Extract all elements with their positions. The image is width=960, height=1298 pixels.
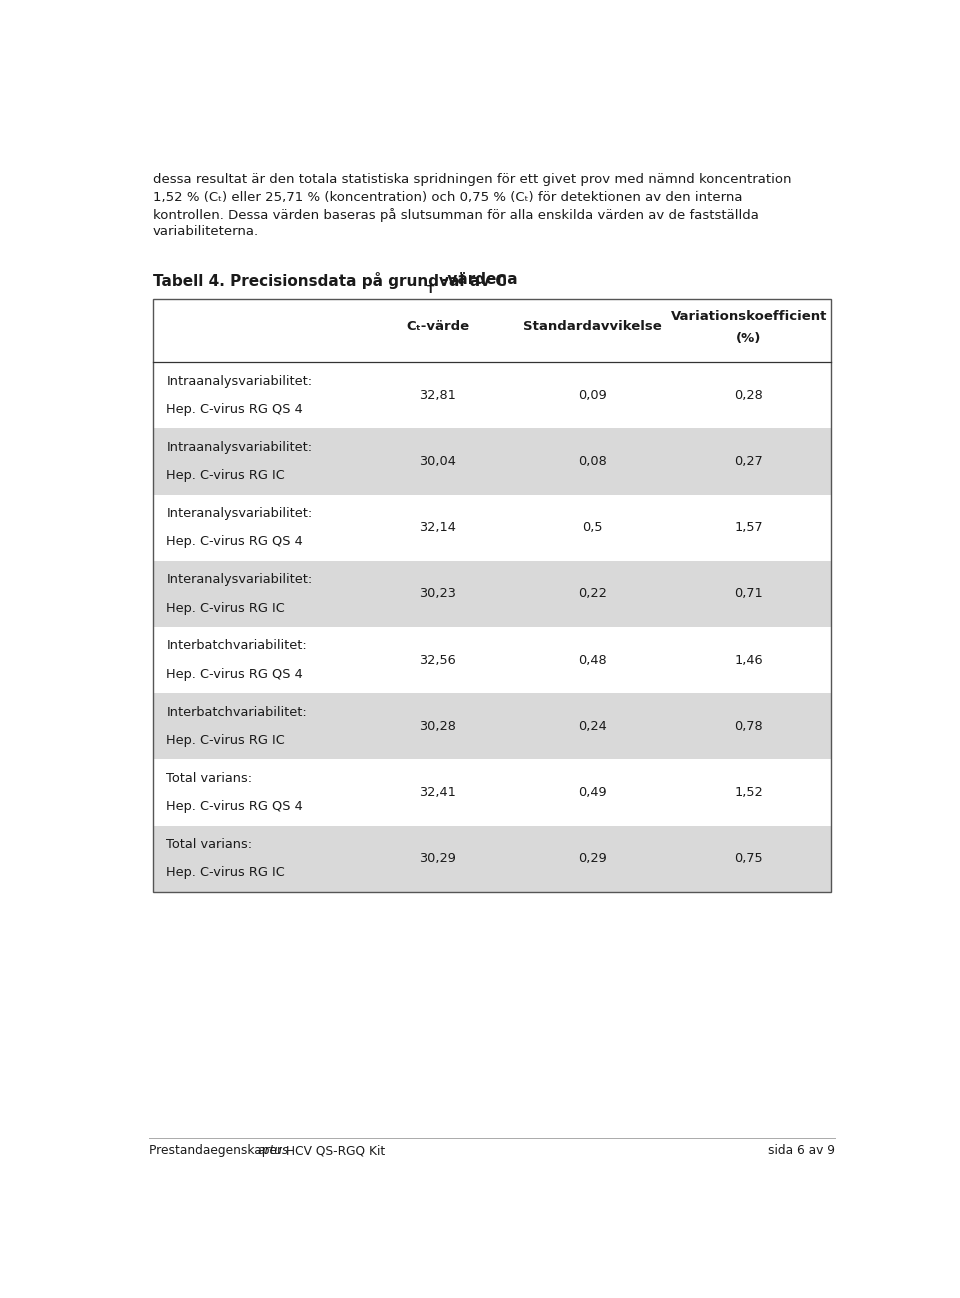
Text: 30,23: 30,23 [420,588,456,601]
Text: -värdena: -värdena [442,273,518,287]
Text: 0,78: 0,78 [734,720,763,733]
Text: Hep. C-virus RG IC: Hep. C-virus RG IC [166,735,285,748]
Text: 0,5: 0,5 [583,522,603,535]
Text: dessa resultat är den totala statistiska spridningen för ett givet prov med nämn: dessa resultat är den totala statistiska… [153,174,791,187]
Text: 32,14: 32,14 [420,522,456,535]
Text: 0,27: 0,27 [734,456,763,469]
Bar [153,428,831,495]
Text: kontrollen. Dessa värden baseras på slutsumman för alla enskilda värden av de fa: kontrollen. Dessa värden baseras på slut… [153,208,758,222]
Text: sida 6 av 9: sida 6 av 9 [768,1145,835,1158]
Text: 1,52 % (Cₜ) eller 25,71 % (koncentration) och 0,75 % (Cₜ) för detektionen av den: 1,52 % (Cₜ) eller 25,71 % (koncentration… [153,191,742,204]
Text: Interbatchvariabilitet:: Interbatchvariabilitet: [166,640,307,653]
Text: 1,52: 1,52 [734,787,763,800]
Text: 0,22: 0,22 [578,588,607,601]
Text: Cₜ-värde: Cₜ-värde [406,321,469,334]
Text: Hep. C-virus RG QS 4: Hep. C-virus RG QS 4 [166,667,303,681]
Text: Interanalysvariabilitet:: Interanalysvariabilitet: [166,574,313,587]
Bar [153,693,831,759]
Text: T: T [426,286,434,295]
Text: Interbatchvariabilitet:: Interbatchvariabilitet: [166,706,307,719]
Text: 0,24: 0,24 [578,720,607,733]
Text: 1,46: 1,46 [734,654,763,667]
Text: Hep. C-virus RG IC: Hep. C-virus RG IC [166,601,285,614]
Text: 32,56: 32,56 [420,654,456,667]
Text: 0,75: 0,75 [734,853,763,866]
Bar [153,826,831,892]
Text: 0,28: 0,28 [734,388,763,401]
Bar [153,299,831,892]
Text: Hep. C-virus RG QS 4: Hep. C-virus RG QS 4 [166,402,303,415]
Text: 1,57: 1,57 [734,522,763,535]
Text: Intraanalysvariabilitet:: Intraanalysvariabilitet: [166,441,313,454]
Text: HCV QS-RGQ Kit: HCV QS-RGQ Kit [282,1145,385,1158]
Text: 32,81: 32,81 [420,388,456,401]
Text: Tabell 4. Precisionsdata på grundval av C: Tabell 4. Precisionsdata på grundval av … [153,273,506,289]
Text: Interanalysvariabilitet:: Interanalysvariabilitet: [166,508,313,520]
Text: 0,48: 0,48 [579,654,607,667]
Text: 30,28: 30,28 [420,720,456,733]
Text: Total varians:: Total varians: [166,839,252,851]
Text: 0,29: 0,29 [578,853,607,866]
Text: (%): (%) [736,332,761,345]
Text: 0,49: 0,49 [579,787,607,800]
Text: 32,41: 32,41 [420,787,456,800]
Text: Hep. C-virus RG QS 4: Hep. C-virus RG QS 4 [166,535,303,548]
Text: Hep. C-virus RG IC: Hep. C-virus RG IC [166,867,285,880]
Text: Prestandaegenskaper:: Prestandaegenskaper: [149,1145,289,1158]
Bar [153,561,831,627]
Text: Hep. C-virus RG QS 4: Hep. C-virus RG QS 4 [166,801,303,814]
Text: 0,09: 0,09 [578,388,607,401]
Text: artus: artus [257,1145,289,1158]
Text: 0,71: 0,71 [734,588,763,601]
Text: 30,29: 30,29 [420,853,456,866]
Text: Intraanalysvariabilitet:: Intraanalysvariabilitet: [166,375,313,388]
Text: 0,08: 0,08 [578,456,607,469]
Text: 30,04: 30,04 [420,456,456,469]
Text: variabiliteterna.: variabiliteterna. [153,226,258,239]
Text: Hep. C-virus RG IC: Hep. C-virus RG IC [166,469,285,482]
Text: Variationskoefficient: Variationskoefficient [671,310,828,323]
Text: Standardavvikelse: Standardavvikelse [523,321,662,334]
Text: Total varians:: Total varians: [166,772,252,785]
